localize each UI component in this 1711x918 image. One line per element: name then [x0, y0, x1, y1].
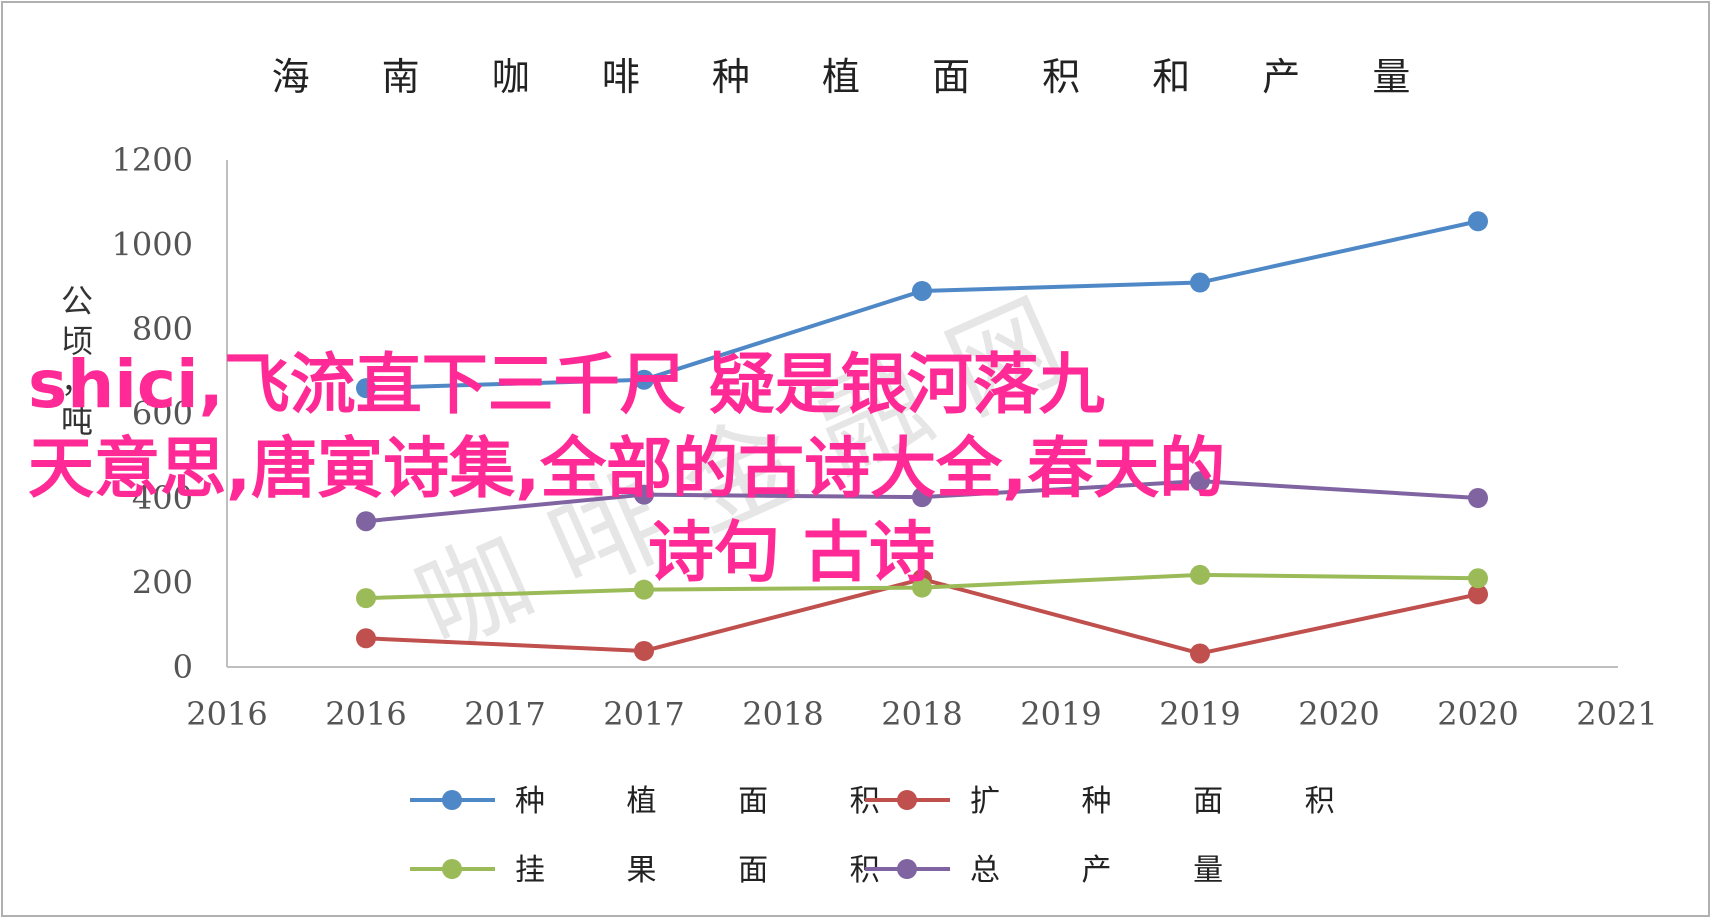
- data-point: [356, 511, 376, 532]
- y-axis-label-char: 顷: [61, 322, 93, 360]
- data-point: [1190, 643, 1210, 664]
- y-tick-label: 1000: [112, 226, 193, 264]
- legend-label: 总 产 量: [970, 853, 1259, 888]
- y-axis-label-char: 吨: [61, 402, 93, 440]
- data-point: [1468, 568, 1488, 589]
- y-tick-labels: 0 200 400 600 800 1000 1200: [112, 141, 193, 686]
- legend-item: 扩 种 面 积: [865, 784, 1371, 819]
- x-tick-labels: 2016 2016 2017 2017 2018 2018 2019 2019 2020 2020…: [186, 695, 1657, 733]
- data-point: [1190, 564, 1210, 585]
- data-point: [1468, 488, 1488, 508]
- overlay-text-line-3: 诗句 古诗: [648, 514, 935, 591]
- data-point: [1468, 584, 1488, 605]
- legend-swatch-point: [897, 859, 917, 879]
- y-axis-label-char: 公: [61, 282, 93, 320]
- y-axis-label: 公顷，吨: [61, 282, 93, 440]
- legend-swatch-point: [897, 790, 917, 810]
- x-tick-label: 2016: [325, 695, 406, 733]
- x-tick-label: 2018: [742, 695, 823, 733]
- x-tick-label: 2016: [186, 695, 267, 733]
- data-point: [634, 484, 654, 505]
- data-point: [912, 280, 932, 301]
- y-tick-label: 600: [132, 395, 193, 433]
- legend-label: 挂 果 面 积: [515, 853, 916, 888]
- x-tick-label: 2018: [881, 695, 962, 733]
- x-tick-label: 2019: [1159, 695, 1240, 733]
- data-point: [1190, 471, 1210, 492]
- y-tick-label: 800: [132, 310, 193, 348]
- data-point: [356, 588, 376, 609]
- chart-title: 海 南 咖 啡 种 植 面 积 和 产 量: [272, 55, 1441, 99]
- overlay-text-line-2: 天意思,唐寅诗集,全部的古诗大全,春天的: [28, 430, 1226, 507]
- y-tick-label: 0: [173, 648, 193, 686]
- data-point: [356, 628, 376, 649]
- y-tick-label: 200: [132, 564, 193, 602]
- y-tick-label: 400: [132, 479, 193, 517]
- legend-item: 挂 果 面 积: [410, 853, 916, 888]
- x-tick-label: 2020: [1437, 695, 1518, 733]
- legend-swatch-point: [442, 859, 462, 879]
- x-tick-label: 2021: [1576, 695, 1657, 733]
- data-point: [1468, 211, 1488, 232]
- data-point: [356, 378, 376, 399]
- data-point: [912, 577, 932, 598]
- legend-label: 扩 种 面 积: [970, 784, 1371, 819]
- y-tick-label: 1200: [112, 141, 193, 179]
- x-tick-label: 2017: [603, 695, 684, 733]
- data-point: [634, 369, 654, 390]
- x-tick-label: 2019: [1020, 695, 1101, 733]
- data-point: [634, 579, 654, 600]
- x-tick-label: 2020: [1298, 695, 1379, 733]
- series-layer: [356, 211, 1488, 664]
- legend-swatch-point: [442, 790, 462, 810]
- data-point: [634, 640, 654, 661]
- data-point: [912, 487, 932, 508]
- x-tick-label: 2017: [464, 695, 545, 733]
- overlay-text-line-1: shici,飞流直下三千尺 疑是银河落九: [28, 346, 1105, 423]
- y-axis-label-char: ，: [61, 362, 93, 400]
- legend: 种 植 面 积 扩 种 面 积挂 果 面 积 总 产 量: [410, 784, 1371, 888]
- data-point: [1190, 272, 1210, 293]
- legend-item: 总 产 量: [865, 853, 1259, 888]
- legend-item: 种 植 面 积: [410, 784, 916, 819]
- legend-label: 种 植 面 积: [515, 784, 916, 819]
